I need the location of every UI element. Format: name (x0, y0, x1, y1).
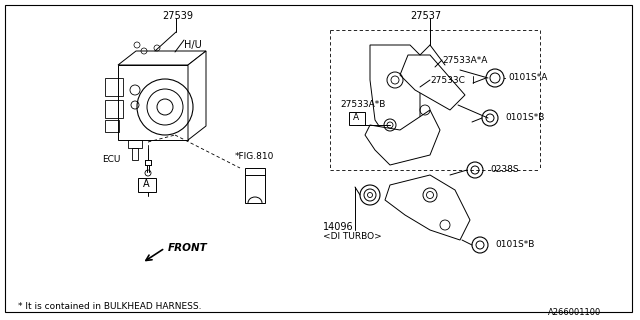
Text: A: A (353, 113, 359, 122)
Text: ECU: ECU (102, 155, 120, 164)
Polygon shape (385, 175, 470, 240)
Bar (245, 168, 265, 203)
Text: 14096: 14096 (323, 222, 354, 232)
Text: FRONT: FRONT (168, 243, 208, 253)
Text: 0101S*B: 0101S*B (505, 113, 545, 122)
Bar (105, 100, 123, 118)
Bar (138, 178, 156, 192)
Bar (105, 120, 119, 132)
Text: 0101S*B: 0101S*B (495, 240, 534, 249)
Bar (349, 112, 365, 125)
Text: * It is contained in BULKHEAD HARNESS.: * It is contained in BULKHEAD HARNESS. (18, 302, 202, 311)
Text: 27539: 27539 (162, 11, 193, 21)
Text: A: A (143, 179, 150, 189)
Polygon shape (365, 110, 440, 165)
Polygon shape (188, 51, 206, 140)
Text: 0101S*A: 0101S*A (508, 73, 547, 82)
Polygon shape (400, 55, 465, 110)
Polygon shape (118, 51, 206, 65)
Polygon shape (370, 45, 420, 150)
Text: *FIG.810: *FIG.810 (235, 152, 275, 161)
Text: A266001100: A266001100 (548, 308, 601, 317)
Text: 0238S: 0238S (490, 165, 518, 174)
Text: <DI TURBO>: <DI TURBO> (323, 232, 381, 241)
Text: 27533A*B: 27533A*B (340, 100, 385, 109)
Text: H/U: H/U (184, 40, 202, 50)
Bar (118, 65, 188, 140)
Bar (105, 78, 123, 96)
Text: 27533C: 27533C (430, 76, 465, 85)
Text: 27537: 27537 (410, 11, 441, 21)
Text: 27533A*A: 27533A*A (442, 56, 488, 65)
Bar (132, 148, 138, 160)
Bar (128, 140, 142, 148)
